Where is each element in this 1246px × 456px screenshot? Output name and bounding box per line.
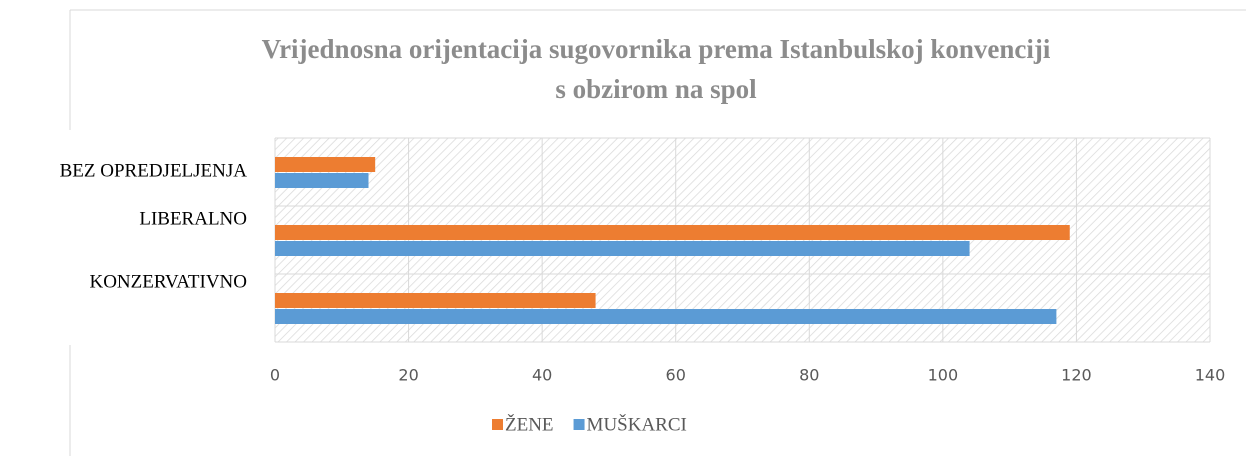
legend-label: MUŠKARCI	[587, 413, 687, 435]
bar	[275, 241, 970, 256]
bar	[275, 225, 1070, 240]
chart-title: Vrijednosna orijentacija sugovornika pre…	[262, 34, 1051, 64]
chart-title: s obzirom na spol	[555, 74, 757, 104]
x-tick-label: 120	[1061, 366, 1092, 385]
x-tick-label: 60	[666, 366, 686, 385]
legend-swatch	[573, 419, 585, 430]
x-tick-label: 140	[1195, 366, 1226, 385]
x-tick-label: 40	[532, 366, 552, 385]
legend-label: ŽENE	[505, 413, 554, 435]
bar	[275, 173, 369, 188]
y-tick-label: LIBERALNO	[139, 208, 247, 229]
x-tick-label: 0	[270, 366, 280, 385]
bar	[275, 293, 596, 308]
legend-swatch	[492, 419, 503, 430]
x-tick-label: 100	[928, 366, 959, 385]
x-tick-label: 20	[398, 366, 418, 385]
y-tick-label: KONZERVATIVNO	[89, 271, 247, 292]
bar	[275, 157, 376, 172]
y-tick-label: BEZ OPREDJELJENJA	[60, 160, 248, 181]
bar	[275, 309, 1057, 324]
x-tick-label: 80	[799, 366, 819, 385]
